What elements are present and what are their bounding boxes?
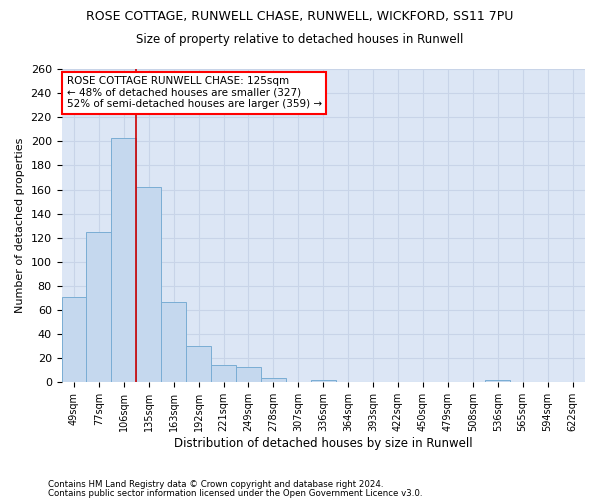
Bar: [112, 138, 136, 382]
Text: Size of property relative to detached houses in Runwell: Size of property relative to detached ho…: [136, 32, 464, 46]
Bar: [236, 366, 261, 382]
Bar: [86, 232, 112, 382]
Text: ROSE COTTAGE, RUNWELL CHASE, RUNWELL, WICKFORD, SS11 7PU: ROSE COTTAGE, RUNWELL CHASE, RUNWELL, WI…: [86, 10, 514, 23]
Bar: [186, 346, 211, 383]
X-axis label: Distribution of detached houses by size in Runwell: Distribution of detached houses by size …: [174, 437, 473, 450]
Bar: [161, 302, 186, 382]
Bar: [485, 380, 510, 382]
Y-axis label: Number of detached properties: Number of detached properties: [15, 138, 25, 314]
Bar: [136, 187, 161, 382]
Bar: [62, 297, 86, 382]
Text: Contains HM Land Registry data © Crown copyright and database right 2024.: Contains HM Land Registry data © Crown c…: [48, 480, 383, 489]
Bar: [211, 366, 236, 382]
Bar: [261, 378, 286, 382]
Text: Contains public sector information licensed under the Open Government Licence v3: Contains public sector information licen…: [48, 488, 422, 498]
Bar: [311, 380, 336, 382]
Text: ROSE COTTAGE RUNWELL CHASE: 125sqm
← 48% of detached houses are smaller (327)
52: ROSE COTTAGE RUNWELL CHASE: 125sqm ← 48%…: [67, 76, 322, 110]
